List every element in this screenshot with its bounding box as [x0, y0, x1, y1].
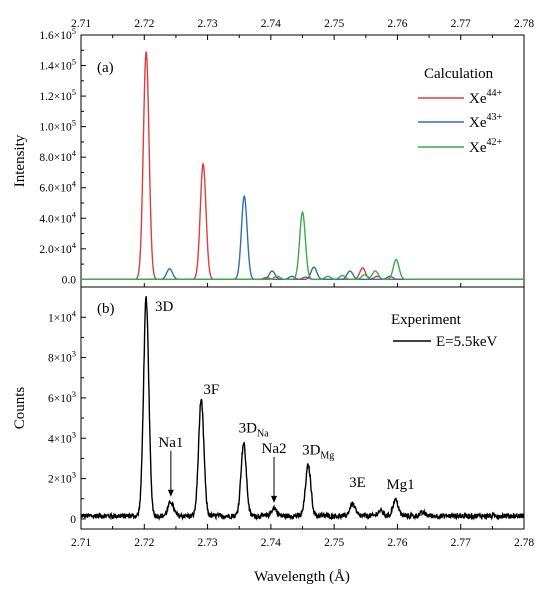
- y-b-tick-label: 1×104: [48, 308, 77, 324]
- ann-Na1: Na1: [158, 435, 183, 451]
- x-tick-label-top: 2.77: [451, 18, 471, 30]
- ann-Na1-arrowhead: [167, 489, 174, 497]
- x-tick-label-top: 2.72: [134, 18, 154, 30]
- ann-Na2-arrowhead: [271, 495, 278, 503]
- y-a-tick-label: 1.2×105: [39, 87, 76, 103]
- y-axis-label-counts: Counts: [12, 387, 28, 430]
- tick-marks: [80, 34, 525, 529]
- x-tick-label-bottom: 2.73: [198, 537, 218, 549]
- tick-labels: 2.71 2.71 2.72 2.72 2.73 2.73 2.74 2.74 2.75 2.75…: [39, 18, 534, 549]
- y-axis-label-intensity: Intensity: [12, 134, 28, 187]
- y-a-tick-label: 2.0×104: [39, 240, 76, 256]
- y-a-tick-label: 6.0×104: [39, 179, 76, 195]
- x-tick-label-bottom: 2.78: [514, 537, 534, 549]
- legend-label-experiment: E=5.5keV: [436, 334, 498, 350]
- legend-calculation: Calculation Xe44+ Xe43+ Xe42+: [418, 66, 503, 156]
- ann-3DMg: 3DMg: [302, 443, 334, 462]
- y-a-tick-label: 1.0×105: [39, 118, 76, 134]
- x-tick-label-top: 2.76: [387, 18, 407, 30]
- legend-title-calculation: Calculation: [424, 66, 494, 82]
- x-tick-label-bottom: 2.77: [451, 537, 471, 549]
- ann-Mg1: Mg1: [386, 477, 414, 493]
- x-tick-label-bottom: 2.71: [71, 537, 91, 549]
- legend-title-experiment: Experiment: [391, 312, 462, 328]
- y-b-tick-label: 2×103: [48, 470, 76, 486]
- y-a-tick-label: 1.4×105: [39, 57, 76, 73]
- legend-experiment: Experiment E=5.5keV: [391, 312, 498, 350]
- panel-b-series: [80, 296, 525, 521]
- series-line-xe42: [81, 210, 524, 281]
- y-b-tick-label: 6×103: [48, 389, 76, 405]
- ann-3D: 3D: [155, 299, 174, 315]
- y-b-tick-label: 0: [70, 514, 76, 526]
- x-axis-label: Wavelength (Å): [254, 569, 350, 585]
- y-a-tick-label: 8.0×104: [39, 148, 76, 164]
- x-tick-label-top: 2.78: [514, 18, 534, 30]
- legend-label-xe44: Xe44+: [469, 88, 503, 107]
- panel-a-series: [81, 50, 524, 281]
- y-b-tick-label: 8×103: [48, 349, 76, 365]
- y-a-tick-label: 0.0: [62, 274, 77, 286]
- ann-Na2: Na2: [262, 441, 287, 457]
- ann-3DNa: 3DNa: [239, 420, 270, 439]
- series-line-xe44: [81, 50, 524, 281]
- x-tick-label-bottom: 2.74: [261, 537, 281, 549]
- x-tick-label-bottom: 2.72: [134, 537, 154, 549]
- panel-a-label: (a): [97, 60, 114, 76]
- y-b-tick-label: 4×103: [48, 429, 76, 445]
- peak-annotations: 3D 3F 3DNa 3DMg 3E Mg1 Na1 Na2: [155, 299, 415, 503]
- y-a-tick-label: 1.6×105: [39, 26, 76, 42]
- legend-label-xe42: Xe42+: [469, 137, 503, 156]
- x-tick-label-top: 2.73: [198, 18, 218, 30]
- ann-3E: 3E: [349, 475, 366, 491]
- x-tick-label-bottom: 2.75: [324, 537, 344, 549]
- x-tick-label-top: 2.75: [324, 18, 344, 30]
- y-a-tick-label: 4.0×104: [39, 209, 76, 225]
- legend-label-xe43: Xe43+: [469, 112, 503, 131]
- series-line-experiment: [80, 296, 525, 521]
- x-tick-label-top: 2.74: [261, 18, 281, 30]
- x-tick-label-top: 2.71: [71, 18, 91, 30]
- x-tick-label-bottom: 2.76: [387, 537, 407, 549]
- ann-3F: 3F: [203, 382, 219, 398]
- series-line-xe43: [81, 194, 524, 281]
- panel-b-label: (b): [97, 301, 115, 317]
